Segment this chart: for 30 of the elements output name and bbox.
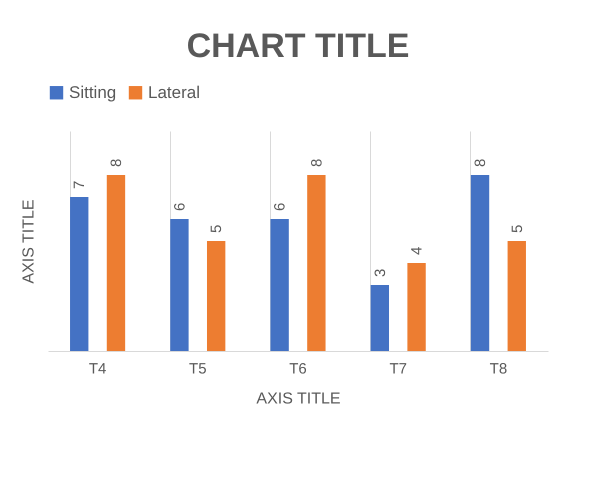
bar	[407, 263, 426, 351]
data-label: 3	[372, 268, 389, 277]
bar	[206, 241, 226, 351]
bar	[307, 175, 326, 351]
bar	[106, 175, 126, 351]
data-label: 7	[71, 180, 88, 189]
legend-label: Sitting	[69, 82, 116, 102]
bar	[508, 241, 526, 351]
data-label: 5	[208, 224, 226, 233]
data-label: 6	[171, 202, 188, 211]
x-tick-label: T7	[389, 360, 407, 378]
x-tick-label: T6	[289, 360, 307, 378]
data-label: 4	[408, 246, 426, 255]
data-label: 5	[508, 224, 526, 233]
y-axis-title: AXIS TITLE	[20, 199, 38, 284]
bar	[370, 285, 390, 351]
bar	[170, 219, 189, 351]
x-tick-label: T5	[189, 360, 207, 378]
x-axis-title: AXIS TITLE	[256, 390, 341, 408]
bar	[70, 197, 88, 351]
data-label: 8	[472, 158, 490, 167]
chart-title: CHART TITLE	[186, 27, 410, 65]
bar	[470, 175, 490, 351]
x-tick-label: T4	[88, 360, 106, 378]
data-label: 8	[308, 158, 326, 167]
x-tick-label: T8	[490, 360, 508, 378]
legend-label: Lateral	[148, 82, 200, 102]
data-label: 8	[108, 158, 125, 167]
data-label: 6	[272, 202, 289, 211]
bar	[270, 219, 289, 351]
